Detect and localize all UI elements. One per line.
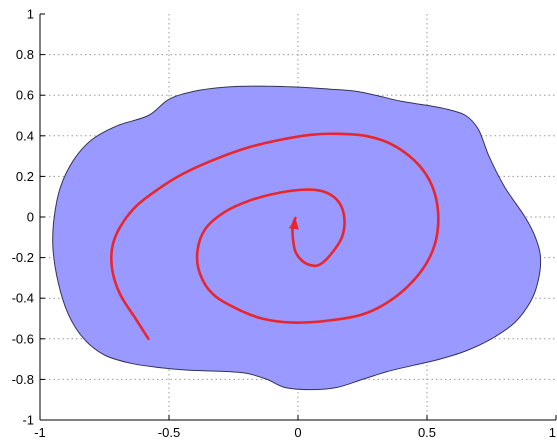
x-tick-label: -1 bbox=[34, 425, 46, 440]
x-tick-label: 0 bbox=[294, 425, 301, 440]
y-tick-label: 0.2 bbox=[16, 169, 34, 184]
region-layer bbox=[52, 85, 542, 391]
series-arrowhead bbox=[289, 218, 299, 230]
series-layer bbox=[110, 132, 440, 341]
x-tick-label: -0.5 bbox=[158, 425, 180, 440]
x-tick-label: 1 bbox=[549, 425, 556, 440]
axes bbox=[39, 13, 557, 421]
y-tick-label: 0 bbox=[27, 210, 34, 225]
y-tick-label: -0.8 bbox=[12, 372, 34, 387]
x-tick-label: 0.5 bbox=[418, 425, 436, 440]
region-fill bbox=[52, 85, 542, 391]
tick-labels: -1 -0.5 0 0.5 1 -1 -0.8 -0.6 -0.4 -0.2 0 0.2 0.4 0.6 0… bbox=[12, 7, 556, 441]
y-tick-label: 1 bbox=[27, 7, 34, 22]
y-tick-label: -0.4 bbox=[12, 291, 34, 306]
y-tick-label: 0.6 bbox=[16, 88, 34, 103]
y-tick-label: 0.8 bbox=[16, 47, 34, 62]
y-tick-label: -0.6 bbox=[12, 331, 34, 346]
y-tick-label: -1 bbox=[22, 413, 34, 428]
y-tick-label: 0.4 bbox=[16, 128, 34, 143]
y-tick-label: -0.2 bbox=[12, 250, 34, 265]
series-line bbox=[110, 132, 440, 341]
